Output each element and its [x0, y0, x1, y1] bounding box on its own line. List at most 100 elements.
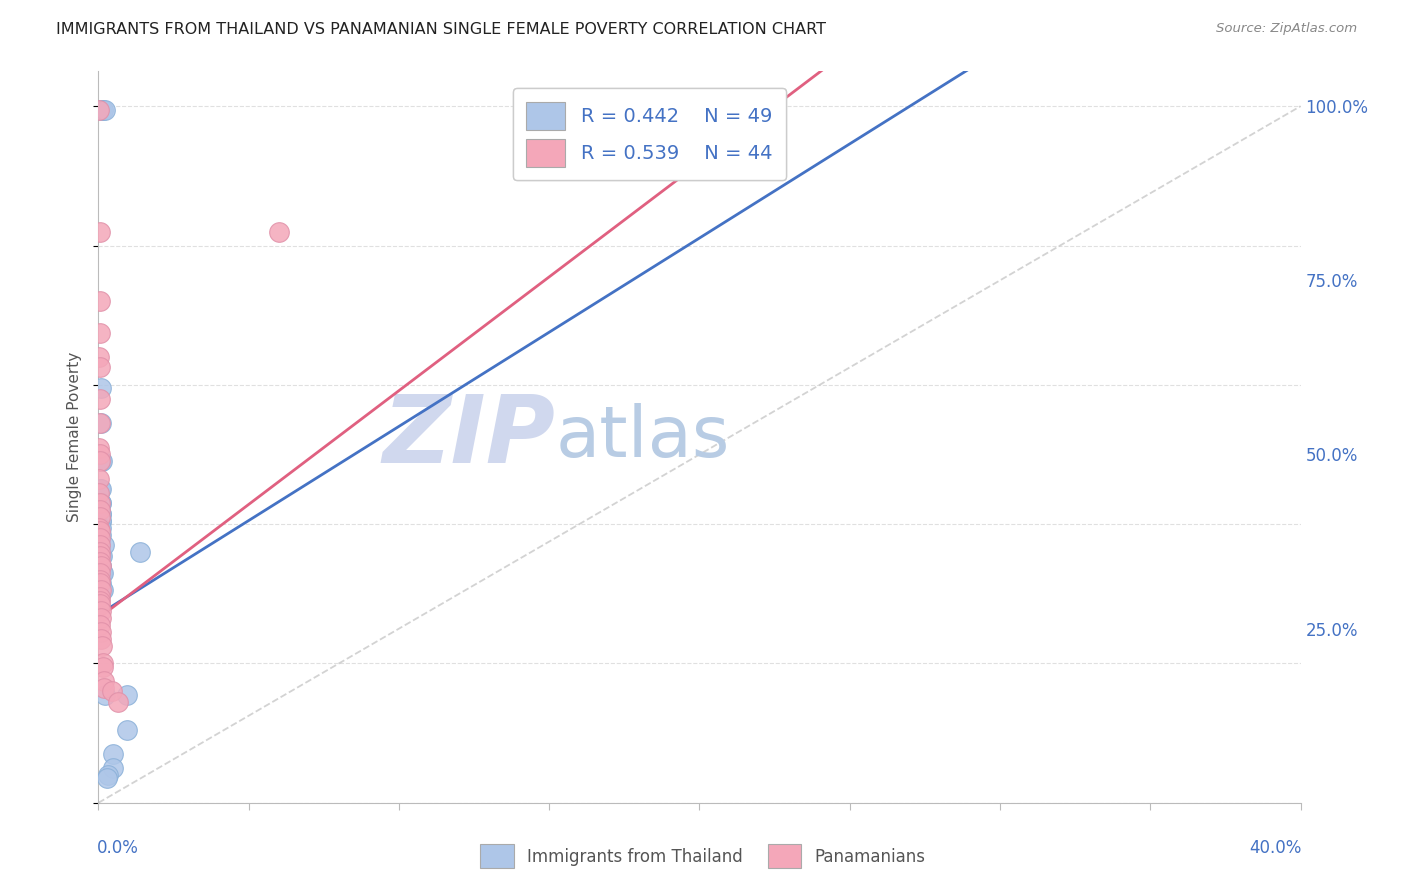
Point	[115, 723, 138, 737]
Point	[89, 618, 111, 632]
Point	[89, 521, 111, 535]
Point	[91, 657, 114, 671]
Point	[90, 558, 112, 573]
Point	[91, 583, 114, 598]
Point	[89, 556, 111, 570]
Point	[90, 514, 112, 528]
Point	[93, 673, 115, 688]
Point	[89, 392, 111, 406]
Point	[267, 225, 290, 239]
Point	[90, 454, 112, 468]
Point	[107, 695, 129, 709]
Point	[90, 549, 112, 563]
Text: IMMIGRANTS FROM THAILAND VS PANAMANIAN SINGLE FEMALE POVERTY CORRELATION CHART: IMMIGRANTS FROM THAILAND VS PANAMANIAN S…	[56, 22, 827, 37]
Point	[91, 103, 114, 117]
Point	[89, 350, 111, 364]
Point	[89, 591, 111, 605]
Point	[115, 688, 138, 702]
Point	[91, 660, 114, 674]
Point	[89, 507, 111, 521]
Text: 0.0%: 0.0%	[97, 839, 139, 857]
Point	[103, 747, 125, 761]
Point	[90, 496, 112, 510]
Point	[101, 684, 124, 698]
Text: ZIP: ZIP	[382, 391, 555, 483]
Point	[89, 483, 111, 497]
Point	[90, 576, 112, 591]
Point	[89, 510, 111, 524]
Point	[89, 583, 111, 598]
Point	[89, 594, 111, 608]
Point	[91, 583, 114, 598]
Point	[89, 527, 111, 541]
Point	[103, 761, 125, 775]
Y-axis label: Single Female Poverty: Single Female Poverty	[67, 352, 83, 522]
Point	[89, 531, 111, 545]
Point	[89, 534, 111, 549]
Point	[89, 566, 111, 580]
Point	[90, 558, 112, 573]
Point	[89, 454, 111, 468]
Point	[89, 549, 111, 563]
Point	[89, 441, 111, 455]
Point	[129, 545, 152, 559]
Point	[90, 527, 112, 541]
Point	[90, 611, 112, 625]
Point	[89, 573, 111, 587]
Point	[90, 514, 112, 528]
Point	[91, 454, 114, 468]
Point	[90, 483, 112, 497]
Point	[94, 688, 117, 702]
Point	[90, 507, 112, 521]
Point	[90, 549, 112, 563]
Text: Source: ZipAtlas.com: Source: ZipAtlas.com	[1216, 22, 1357, 36]
Point	[89, 485, 111, 500]
Point	[89, 625, 111, 640]
Point	[89, 538, 111, 552]
Point	[89, 576, 111, 591]
Point	[90, 632, 112, 646]
Point	[93, 681, 115, 695]
Point	[89, 576, 111, 591]
Point	[89, 558, 111, 573]
Point	[89, 326, 111, 340]
Point	[89, 597, 111, 611]
Point	[89, 514, 111, 528]
Point	[96, 772, 118, 786]
Point	[89, 225, 111, 239]
Point	[89, 496, 111, 510]
Point	[89, 541, 111, 556]
Point	[89, 294, 111, 309]
Point	[89, 416, 111, 430]
Point	[89, 496, 111, 510]
Point	[89, 507, 111, 521]
Point	[89, 521, 111, 535]
Point	[89, 472, 111, 486]
Point	[89, 527, 111, 541]
Point	[90, 381, 112, 395]
Point	[89, 521, 111, 535]
Point	[89, 545, 111, 559]
Point	[91, 566, 114, 580]
Point	[90, 416, 112, 430]
Point	[89, 524, 111, 538]
Point	[90, 103, 112, 117]
Point	[91, 566, 114, 580]
Point	[89, 503, 111, 517]
Point	[89, 521, 111, 535]
Point	[89, 103, 111, 117]
Point	[89, 541, 111, 556]
Point	[89, 496, 111, 510]
Point	[93, 538, 115, 552]
Point	[89, 448, 111, 462]
Point	[89, 454, 111, 468]
Text: 40.0%: 40.0%	[1250, 839, 1302, 857]
Legend: R = 0.442    N = 49, R = 0.539    N = 44: R = 0.442 N = 49, R = 0.539 N = 44	[513, 88, 786, 180]
Point	[97, 768, 120, 782]
Point	[89, 534, 111, 549]
Legend: Immigrants from Thailand, Panamanians: Immigrants from Thailand, Panamanians	[474, 838, 932, 875]
Text: atlas: atlas	[555, 402, 730, 472]
Point	[89, 604, 111, 618]
Point	[89, 360, 111, 375]
Point	[91, 639, 114, 653]
